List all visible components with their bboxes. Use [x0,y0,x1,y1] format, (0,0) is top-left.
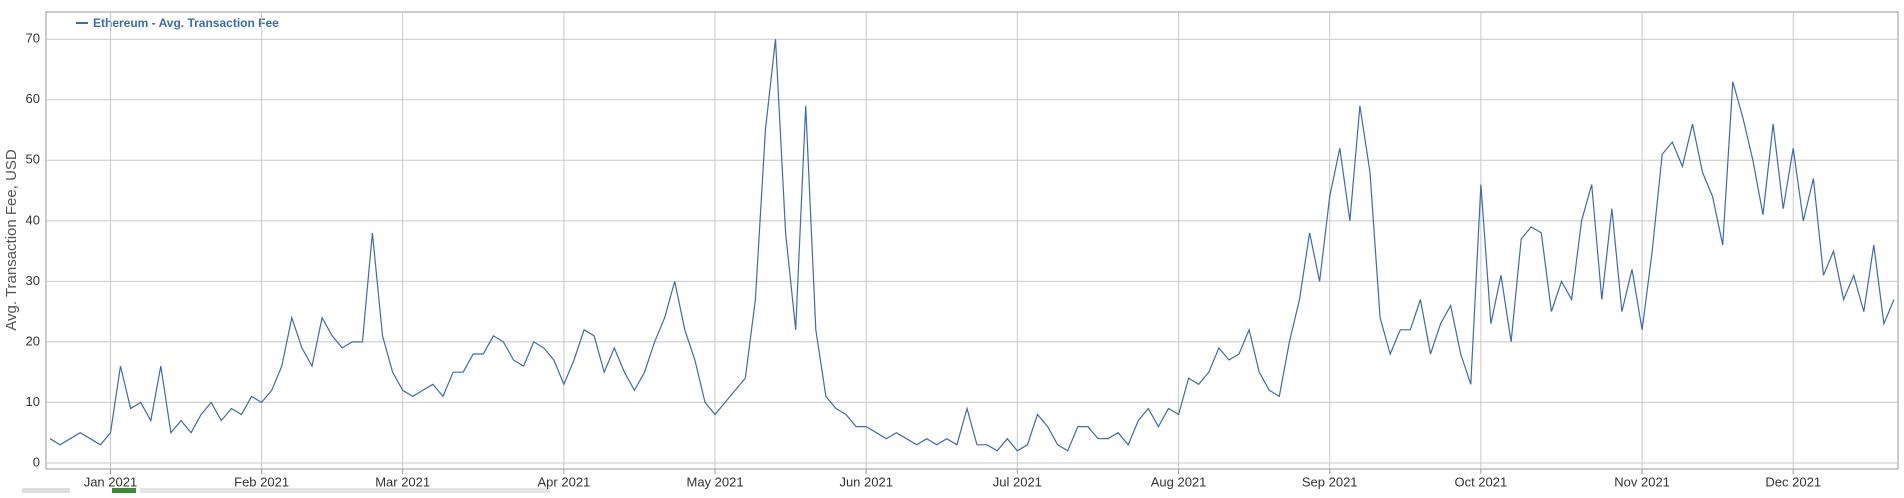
series-line [49,39,1895,452]
scrollbar [22,488,550,493]
scroll-button[interactable] [112,488,136,493]
x-tick-label: Nov 2021 [1614,474,1670,489]
scroll-track[interactable] [140,488,550,493]
x-tick-label: Jun 2021 [839,474,893,489]
x-tick-label: Aug 2021 [1151,474,1207,489]
y-tick-label: 10 [26,394,40,409]
x-tick-label: Dec 2021 [1765,474,1821,489]
x-tick-label: Feb 2021 [234,474,289,489]
y-tick-label: 30 [26,273,40,288]
x-tick-label: Sep 2021 [1302,474,1358,489]
plot-frame [45,11,1899,470]
legend-label[interactable]: Ethereum - Avg. Transaction Fee [93,16,279,30]
y-tick-label: 70 [26,31,40,46]
x-tick-label: Jul 2021 [993,474,1042,489]
scroll-thumb[interactable] [22,488,70,493]
x-tick-label: Mar 2021 [375,474,430,489]
y-tick-label: 40 [26,212,40,227]
y-tick-label: 0 [33,454,40,469]
y-axis-label: Avg. Transaction Fee, USD [3,149,20,331]
x-tick-label: Jan 2021 [84,474,138,489]
y-tick-label: 50 [26,152,40,167]
x-tick-label: May 2021 [687,474,744,489]
x-tick-label: Oct 2021 [1454,474,1507,489]
y-tick-label: 60 [26,91,40,106]
y-tick-label: 20 [26,333,40,348]
x-tick-label: Apr 2021 [538,474,591,489]
